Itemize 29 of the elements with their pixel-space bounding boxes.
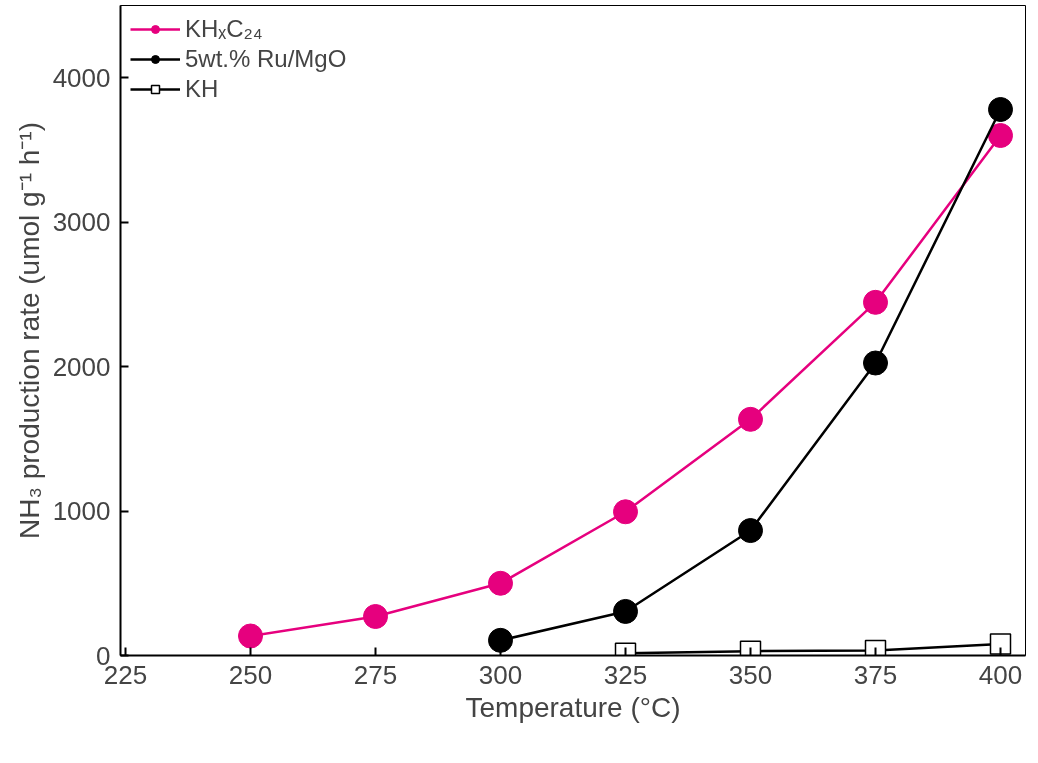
point (613, 598, 638, 624)
x-tick-label: 300 (478, 659, 523, 690)
point (738, 518, 763, 544)
point (488, 570, 513, 596)
x-tick-label: 375 (853, 659, 898, 690)
legend-label: 5wt.% Ru/MgO (185, 45, 347, 73)
point (363, 604, 388, 629)
point (613, 499, 638, 525)
y-tick-label: 3000 (52, 207, 111, 238)
y-tick-label: 1000 (52, 496, 111, 527)
y-tick-label: 4000 (52, 62, 111, 93)
x-tick-label: 350 (728, 659, 773, 690)
point (488, 627, 513, 653)
point (863, 350, 888, 376)
point (988, 97, 1013, 122)
x-tick-label: 400 (978, 659, 1023, 690)
x-tick-label: 325 (603, 659, 648, 690)
point (238, 623, 263, 649)
legend-label: KHₓC₂₄ (185, 15, 263, 43)
y-axis-title: NH₃ production rate (umol g⁻¹ h⁻¹) (13, 122, 45, 539)
x-axis-title: Temperature (°C) (465, 691, 681, 723)
x-tick-label: 275 (353, 659, 398, 690)
y-tick-label: 2000 (52, 351, 111, 382)
legend-label: KH (185, 75, 219, 103)
point (988, 123, 1013, 148)
x-tick-label: 250 (228, 659, 273, 690)
point (989, 633, 1012, 655)
point (738, 406, 763, 432)
point (863, 289, 888, 315)
